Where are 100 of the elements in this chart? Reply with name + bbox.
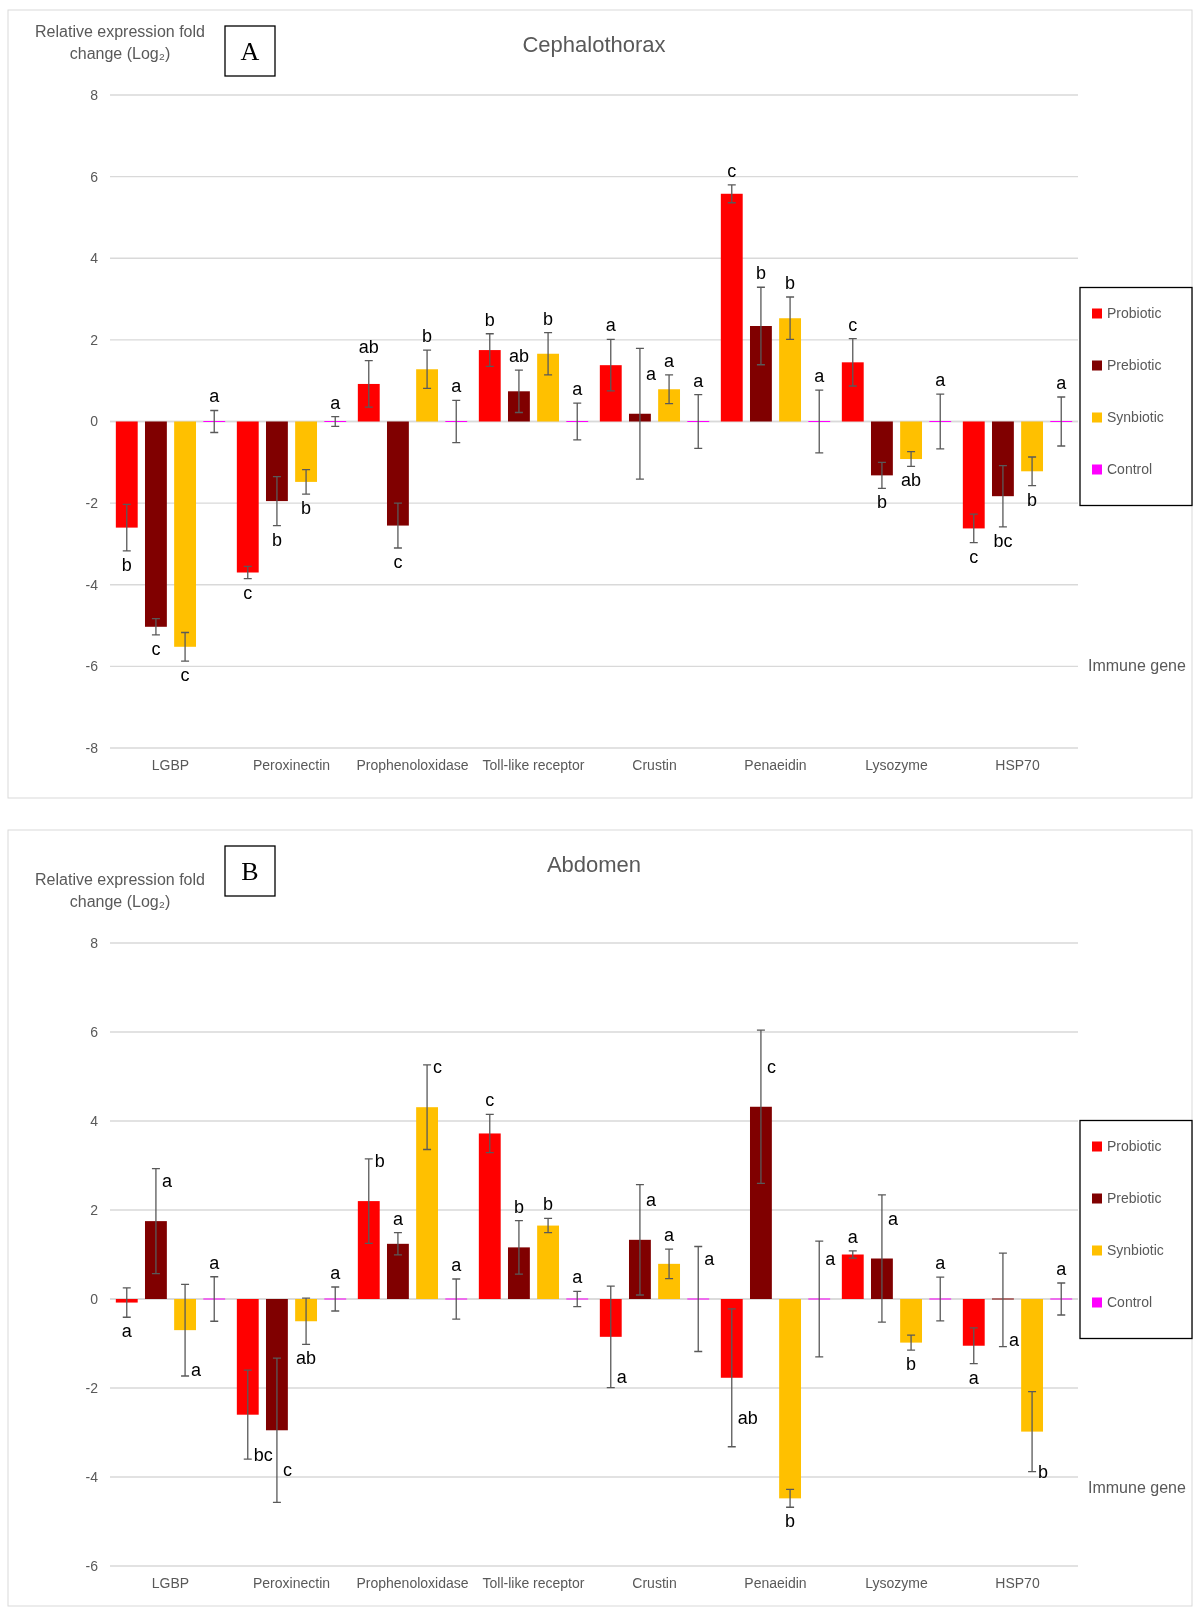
- bar: [749, 1106, 772, 1299]
- legend-label: Prebiotic: [1107, 1189, 1162, 1206]
- data-label: a: [121, 1321, 133, 1342]
- bar: [720, 193, 743, 422]
- x-axis-title: Immune gene: [1088, 657, 1186, 675]
- legend-label: Control: [1107, 460, 1153, 477]
- legend-label: Probiotic: [1107, 304, 1162, 321]
- bar: [1021, 1299, 1044, 1432]
- bar: [537, 1225, 560, 1299]
- y-tick-label: 2: [90, 331, 99, 348]
- data-label: b: [785, 273, 796, 294]
- data-label: b: [513, 1196, 524, 1217]
- bar: [295, 421, 318, 482]
- bar: [386, 421, 409, 526]
- y-axis-title: Relative expression fold change (Log₂): [35, 23, 205, 62]
- y-axis-title: Relative expression fold change (Log₂): [35, 871, 205, 910]
- x-tick-label: Peroxinectin: [252, 756, 331, 773]
- data-label: c: [848, 314, 858, 335]
- x-tick-label: Prophenoloxidase: [356, 1574, 469, 1591]
- data-label: a: [191, 1360, 203, 1381]
- data-label: a: [451, 1254, 463, 1275]
- data-label: c: [485, 1090, 495, 1111]
- data-label: a: [330, 1262, 342, 1283]
- data-label: c: [393, 552, 403, 573]
- data-label: a: [392, 1208, 404, 1229]
- panel-letter-box: A: [224, 25, 276, 77]
- bar: [841, 1254, 864, 1299]
- data-label: a: [664, 1225, 676, 1246]
- bar: [144, 421, 167, 627]
- bar: [658, 389, 681, 422]
- data-label: a: [645, 1189, 657, 1210]
- bar: [357, 383, 380, 422]
- y-tick-label: 2: [90, 1201, 99, 1218]
- y-tick-label: 6: [90, 168, 99, 185]
- x-tick-label: HSP70: [995, 1574, 1040, 1591]
- x-tick-label: LGBP: [151, 756, 190, 773]
- legend-label: Synbiotic: [1107, 408, 1164, 425]
- bar: [537, 353, 560, 422]
- y-tick-label: -4: [85, 1468, 99, 1485]
- data-label: a: [572, 379, 584, 400]
- data-label: c: [969, 546, 979, 567]
- bar: [265, 421, 288, 502]
- x-axis-title: Immune gene: [1088, 1479, 1186, 1497]
- x-tick-label: Crustin: [632, 1574, 677, 1591]
- data-label: c: [727, 160, 737, 181]
- bar: [174, 1299, 197, 1331]
- bar: [841, 362, 864, 422]
- bar: [720, 1299, 743, 1378]
- data-label: a: [968, 1367, 980, 1388]
- data-label: ab: [296, 1348, 317, 1369]
- data-label: a: [825, 1249, 837, 1269]
- data-label: b: [271, 529, 282, 550]
- bar: [900, 421, 923, 460]
- data-label: a: [572, 1267, 584, 1288]
- data-label: b: [785, 1511, 796, 1532]
- bar: [628, 413, 651, 422]
- bar: [174, 421, 197, 647]
- data-label: a: [451, 376, 463, 397]
- y-tick-label: -2: [85, 1379, 99, 1396]
- data-label: b: [543, 308, 554, 329]
- legend-label: Prebiotic: [1107, 356, 1162, 373]
- bar: [507, 1247, 530, 1299]
- data-label: a: [664, 350, 676, 371]
- bar: [962, 421, 985, 529]
- data-label: a: [616, 1366, 628, 1387]
- y-tick-label: 0: [90, 413, 99, 430]
- bar: [416, 1107, 439, 1299]
- data-label: b: [121, 554, 132, 575]
- y-tick-label: 4: [90, 250, 99, 267]
- x-tick-label: Toll-like receptor: [482, 1574, 585, 1591]
- bar: [265, 1299, 288, 1431]
- bar: [295, 1299, 318, 1322]
- data-label: a: [693, 370, 705, 391]
- chart-title: Cephalothorax: [522, 32, 666, 57]
- data-label: b: [1038, 1461, 1049, 1482]
- bar: [599, 365, 622, 422]
- data-label: a: [847, 1226, 859, 1247]
- y-tick-label: -8: [85, 739, 99, 756]
- bar: [144, 1221, 167, 1299]
- chart-title: Abdomen: [546, 852, 642, 877]
- x-tick-label: Prophenoloxidase: [356, 756, 469, 773]
- y-tick-label: 6: [90, 1023, 99, 1040]
- data-label: b: [543, 1194, 554, 1215]
- x-tick-label: HSP70: [995, 756, 1040, 773]
- data-label: a: [1008, 1329, 1020, 1350]
- x-tick-label: Peroxinectin: [252, 1574, 331, 1591]
- data-label: c: [433, 1057, 443, 1078]
- data-label: bc: [253, 1444, 273, 1465]
- y-tick-label: 4: [90, 1112, 99, 1129]
- data-label: a: [645, 363, 657, 384]
- y-tick-label: 8: [90, 86, 99, 103]
- data-label: ab: [737, 1407, 758, 1428]
- data-label: a: [605, 315, 617, 336]
- data-label: a: [704, 1249, 716, 1269]
- y-tick-label: -6: [85, 1557, 99, 1574]
- data-label: ab: [358, 336, 379, 357]
- data-label: b: [484, 309, 495, 330]
- bar: [900, 1299, 923, 1343]
- bar: [357, 1201, 380, 1299]
- data-label: c: [151, 638, 161, 659]
